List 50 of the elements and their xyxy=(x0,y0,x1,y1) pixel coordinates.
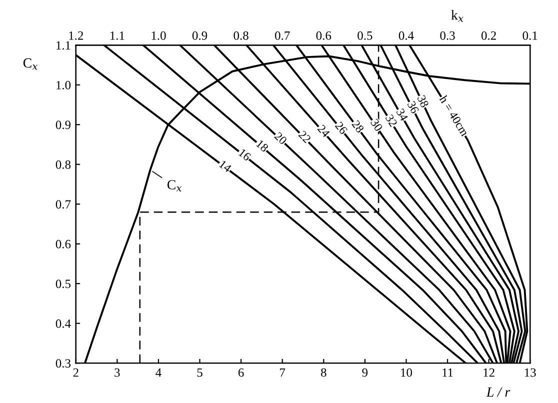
x2-tick-label: 0.2 xyxy=(481,31,496,40)
x-tick-label: 9 xyxy=(362,368,368,377)
y-tick-label: 0.7 xyxy=(56,200,71,209)
text: 38 xyxy=(417,94,429,108)
y-tick-label: 0.9 xyxy=(56,120,71,130)
x2-tick-label: 1.0 xyxy=(152,31,166,40)
annotation: C$_{x}$ xyxy=(167,180,182,192)
y-tick-label: 0.4 xyxy=(56,319,71,328)
text: 14 xyxy=(218,160,232,173)
x-tick-label: 13 xyxy=(524,368,536,377)
x-tick-label: 5 xyxy=(197,368,202,377)
y-tick-label: 1.0 xyxy=(56,80,71,90)
x-tick-label: 7 xyxy=(280,368,286,377)
x2-tick-label: 0.9 xyxy=(192,31,208,40)
y-tick-label: 1.1 xyxy=(56,41,70,50)
text: 24 xyxy=(317,124,330,138)
text: 32 xyxy=(385,114,398,128)
text: 18 xyxy=(256,140,269,152)
x-tick-label: 3 xyxy=(114,368,120,377)
x-tick-label: 2 xyxy=(73,368,78,377)
text: 26 xyxy=(334,121,348,135)
text: 20 xyxy=(274,132,288,145)
x-tick-label: 12 xyxy=(484,368,494,377)
x2-tick-label: 1.2 xyxy=(69,31,84,40)
x-tick-label: 6 xyxy=(238,368,244,377)
x2-tick-label: 0.7 xyxy=(275,31,290,40)
x2-tick-label: 0.1 xyxy=(522,31,538,40)
x-tick-label: 8 xyxy=(320,368,326,377)
text: 22 xyxy=(298,130,312,144)
x2-tick-label: 0.5 xyxy=(358,31,372,40)
x2-tick-label: 0.8 xyxy=(234,31,248,40)
y-tick-label: 0.8 xyxy=(56,160,71,169)
x2-tick-label: 0.6 xyxy=(316,31,332,40)
x2-axis-title: k$_{x}$ xyxy=(451,10,464,22)
y-tick-label: 0.6 xyxy=(56,240,71,248)
y-tick-label: 0.5 xyxy=(56,280,71,288)
text: 30 xyxy=(370,118,383,132)
x-tick-label: 4 xyxy=(156,368,162,377)
x-axis-title: L / r xyxy=(486,387,510,397)
y-axis-title: C$_{x}$ xyxy=(23,58,38,70)
text: 16 xyxy=(238,148,252,162)
x2-tick-label: 1.1 xyxy=(110,31,124,40)
x2-tick-label: 0.3 xyxy=(440,31,455,40)
text: 28 xyxy=(352,120,364,134)
x-tick-label: 11 xyxy=(442,368,453,377)
text: 34 xyxy=(396,108,408,122)
x-tick-label: 10 xyxy=(401,368,412,377)
text: 36 xyxy=(407,100,420,114)
y-tick-label: 0.3 xyxy=(56,359,71,368)
x2-tick-label: 0.4 xyxy=(398,31,414,40)
